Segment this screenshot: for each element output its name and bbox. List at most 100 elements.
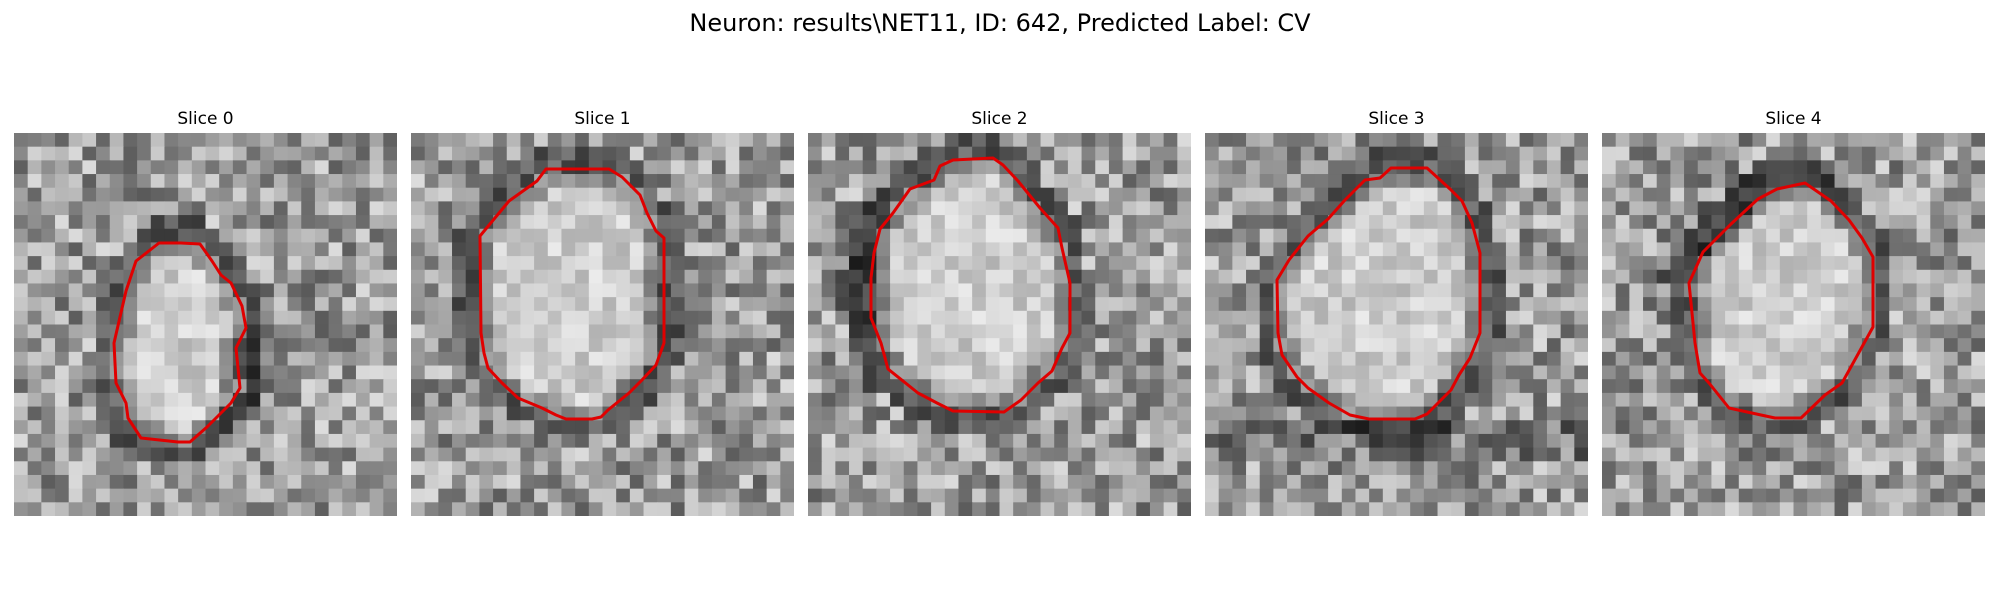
- pixel-cell: [1670, 338, 1685, 353]
- pixel-cell: [1697, 160, 1713, 175]
- pixel-cell: [1602, 488, 1617, 503]
- pixel-cell: [438, 256, 453, 271]
- pixel-cell: [1054, 146, 1069, 161]
- pixel-cell: [1807, 146, 1822, 161]
- pixel-cell: [1396, 502, 1411, 516]
- pixel-cell: [999, 433, 1014, 449]
- pixel-cell: [725, 406, 740, 421]
- pixel-cell: [178, 338, 193, 353]
- pixel-cell: [1615, 160, 1630, 175]
- pixel-cell: [944, 433, 960, 449]
- pixel-cell: [55, 146, 70, 161]
- pixel-cell: [273, 420, 289, 435]
- pixel-cell: [972, 474, 987, 490]
- pixel-cell: [657, 379, 672, 394]
- pixel-cell: [766, 297, 781, 312]
- pixel-cell: [917, 187, 932, 202]
- pixel-cell: [1355, 146, 1370, 161]
- pixel-cell: [1533, 215, 1548, 230]
- pixel-cell: [561, 338, 576, 353]
- pixel-cell: [424, 447, 439, 462]
- pixel-cell: [534, 420, 549, 435]
- pixel-cell: [1629, 392, 1644, 408]
- pixel-cell: [520, 365, 535, 380]
- pixel-cell: [1054, 133, 1069, 148]
- pixel-cell: [14, 187, 29, 202]
- pixel-cell: [1273, 461, 1288, 476]
- pixel-cell: [1930, 242, 1945, 257]
- pixel-cell: [1738, 297, 1754, 312]
- pixel-cell: [383, 242, 397, 257]
- pixel-cell: [452, 160, 467, 175]
- pixel-cell: [1287, 228, 1302, 244]
- pixel-cell: [1820, 242, 1836, 257]
- pixel-cell: [1095, 133, 1110, 148]
- pixel-cell: [41, 310, 56, 326]
- pixel-cell: [1505, 310, 1521, 326]
- pixel-cell: [629, 297, 645, 312]
- pixel-cell: [766, 324, 781, 339]
- pixel-cell: [109, 160, 125, 175]
- pixel-cell: [1287, 406, 1302, 421]
- pixel-cell: [150, 392, 166, 408]
- pixel-cell: [1423, 324, 1439, 339]
- pixel-cell: [1246, 283, 1261, 298]
- pixel-cell: [287, 160, 302, 175]
- pixel-cell: [1464, 160, 1480, 175]
- pixel-cell: [1670, 447, 1685, 462]
- pixel-cell: [780, 160, 794, 175]
- pixel-cell: [1232, 379, 1247, 394]
- pixel-cell: [1546, 392, 1562, 408]
- pixel-cell: [629, 392, 645, 408]
- pixel-cell: [1218, 365, 1233, 380]
- pixel-cell: [1560, 310, 1575, 326]
- pixel-cell: [191, 201, 207, 216]
- pixel-cell: [369, 365, 384, 380]
- pixel-cell: [424, 488, 439, 503]
- pixel-cell: [944, 392, 960, 408]
- pixel-cell: [246, 433, 261, 449]
- pixel-cell: [273, 365, 289, 380]
- pixel-cell: [1643, 310, 1658, 326]
- pixel-cell: [1943, 187, 1959, 202]
- pixel-cell: [1902, 406, 1918, 421]
- pixel-cell: [1930, 228, 1945, 244]
- pixel-cell: [1615, 215, 1630, 230]
- pixel-cell: [808, 351, 823, 367]
- pixel-cell: [1451, 297, 1466, 312]
- pixel-cell: [1396, 174, 1411, 189]
- pixel-cell: [821, 365, 836, 380]
- pixel-cell: [1820, 338, 1836, 353]
- pixel-cell: [588, 392, 604, 408]
- pixel-cell: [780, 228, 794, 244]
- pixel-cell: [1122, 133, 1137, 148]
- pixel-cell: [246, 283, 261, 298]
- pixel-cell: [479, 283, 494, 298]
- pixel-cell: [643, 351, 658, 367]
- pixel-cell: [123, 461, 138, 476]
- pixel-cell: [917, 133, 932, 148]
- pixel-cell: [1546, 365, 1562, 380]
- pixel-cell: [1574, 351, 1588, 367]
- pixel-cell: [452, 133, 467, 148]
- pixel-cell: [246, 297, 261, 312]
- pixel-cell: [1957, 310, 1972, 326]
- pixel-cell: [1902, 269, 1918, 285]
- pixel-cell: [670, 228, 686, 244]
- pixel-cell: [1725, 201, 1740, 216]
- pixel-cell: [1437, 201, 1452, 216]
- pixel-cell: [890, 133, 905, 148]
- pixel-cell: [985, 474, 1001, 490]
- pixel-cell: [1766, 488, 1781, 503]
- pixel-cell: [219, 201, 234, 216]
- pixel-cell: [1300, 283, 1316, 298]
- pixel-cell: [766, 379, 781, 394]
- pixel-cell: [342, 351, 357, 367]
- pixel-cell: [534, 146, 549, 161]
- pixel-cell: [1615, 297, 1630, 312]
- pixel-cell: [1848, 324, 1863, 339]
- pixel-cell: [205, 379, 220, 394]
- pixel-cell: [1670, 269, 1685, 285]
- pixel-cell: [1861, 146, 1877, 161]
- pixel-cell: [1834, 228, 1849, 244]
